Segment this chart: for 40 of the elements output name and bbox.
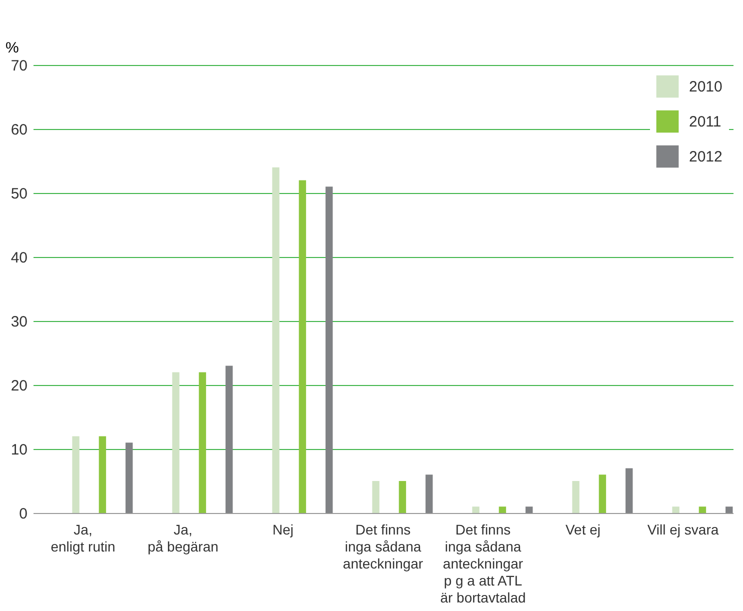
y-tick-label: 0 [19, 506, 28, 522]
x-tick-label: Vill ej svara [647, 522, 719, 538]
y-tick-label: 10 [10, 442, 28, 458]
bar [72, 436, 80, 513]
bar [398, 481, 406, 513]
bar [498, 506, 506, 513]
legend-label: 2011 [689, 114, 722, 130]
y-tick-label: 70 [10, 58, 28, 74]
bar [672, 506, 680, 513]
bar [198, 372, 206, 513]
bar [526, 506, 533, 513]
bar [698, 506, 706, 513]
x-tick-label: Vet ej [565, 522, 601, 538]
y-tick-label: 30 [10, 314, 28, 330]
bar [226, 366, 233, 513]
bar [572, 481, 580, 513]
bar [172, 372, 180, 513]
y-tick-label: 20 [10, 378, 28, 394]
x-tick-label: Nej [272, 522, 294, 538]
legend-label: 2010 [689, 78, 722, 96]
bar [726, 506, 733, 513]
y-tick-label: 40 [10, 250, 28, 266]
bar [98, 436, 106, 513]
bar [298, 180, 306, 513]
bar [372, 481, 380, 513]
bar [426, 474, 433, 513]
bar [472, 506, 480, 513]
bar [272, 167, 280, 513]
x-tick-label: Ja, på begäran [148, 522, 218, 554]
legend-label: 2012 [689, 148, 722, 166]
y-tick-label: 50 [10, 186, 28, 202]
y-tick-label: 60 [10, 122, 28, 138]
bar [326, 186, 333, 513]
bar [126, 442, 133, 513]
x-tick-label: Det finns inga sådana anteckningar [342, 522, 424, 572]
x-tick-label: Det finns inga sådana anteckningar p g a att ATL är bortavtalad [440, 522, 526, 606]
bar [626, 468, 633, 513]
y-axis-title: % [6, 40, 19, 56]
bar [598, 474, 606, 513]
x-tick-label: Ja, enligt rutin [50, 522, 116, 554]
